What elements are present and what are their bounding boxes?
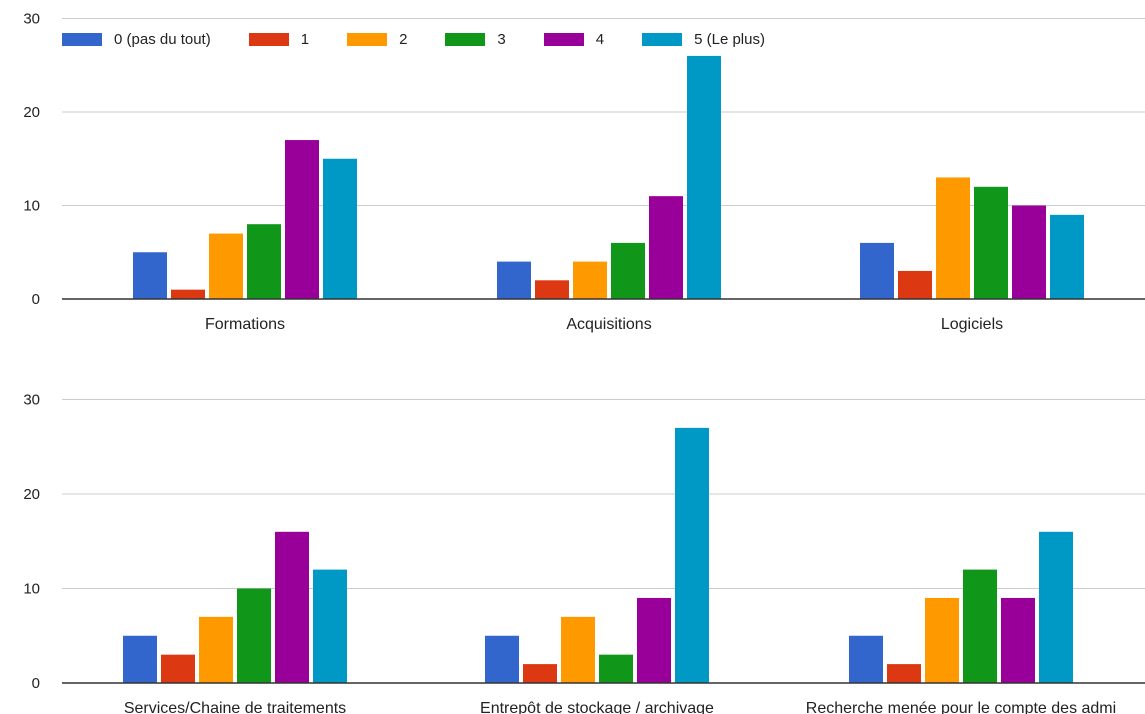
- bar: [887, 664, 921, 683]
- y-tick-label: 0: [32, 291, 40, 308]
- legend-label: 3: [497, 30, 506, 48]
- y-tick-label: 10: [23, 581, 40, 598]
- category-label: Recherche menée pour le compte des admi: [806, 700, 1116, 714]
- legend-item: 1: [248, 30, 310, 48]
- bar: [535, 280, 569, 299]
- legend-item: 5 (Le plus): [642, 31, 765, 48]
- bar: [523, 664, 557, 683]
- bar: [974, 186, 1008, 299]
- legend-swatch: [642, 32, 683, 46]
- legend-label: 2: [399, 30, 408, 48]
- bar: [573, 261, 607, 299]
- bar: [1001, 597, 1035, 683]
- legend-label: 0 (pas du tout): [114, 30, 211, 48]
- bar: [323, 158, 357, 299]
- y-tick-label: 30: [23, 11, 40, 28]
- legend-swatch: [445, 32, 486, 46]
- legend-swatch: [248, 32, 289, 46]
- bar: [637, 597, 671, 683]
- bar: [133, 252, 167, 299]
- bar: [199, 616, 233, 683]
- bar: [898, 270, 932, 299]
- bar: [1039, 531, 1073, 683]
- legend-item: 3: [445, 30, 506, 48]
- legend-item: 4: [543, 30, 605, 48]
- legend-label: 4: [595, 30, 605, 48]
- bar: [1012, 205, 1046, 299]
- bar: [497, 261, 531, 299]
- bar: [687, 55, 721, 300]
- legend-swatch: [62, 32, 102, 46]
- y-tick-label: 0: [32, 675, 40, 692]
- y-tick-label: 10: [23, 198, 40, 215]
- category-label: Formations: [205, 316, 285, 333]
- bar: [237, 588, 271, 683]
- bar: [925, 597, 959, 683]
- legend-item: 0 (pas du tout): [62, 31, 211, 48]
- bar: [599, 654, 633, 683]
- legend-label: 5 (Le plus): [694, 30, 765, 48]
- bar: [285, 140, 319, 299]
- bar: [275, 531, 309, 683]
- bar: [485, 635, 519, 683]
- category-label: Services/Chaine de traitements: [124, 700, 346, 714]
- bar: [171, 289, 205, 299]
- legend-item: 2: [347, 31, 407, 48]
- y-tick-label: 30: [23, 392, 40, 409]
- bar: [161, 654, 195, 683]
- bar: [123, 635, 157, 683]
- legend-swatch: [347, 32, 388, 46]
- bar: [963, 569, 997, 683]
- category-label: Entrepôt de stockage / archivage: [480, 700, 714, 714]
- bar: [209, 233, 243, 299]
- legend-label: 1: [300, 30, 310, 48]
- bar: [675, 427, 709, 683]
- bar: [1050, 214, 1084, 299]
- bar: [611, 242, 645, 299]
- chart-legend: 0 (pas du tout) 1 2 3 4 5 (Le plus): [62, 29, 803, 49]
- bar: [849, 635, 883, 683]
- bar: [247, 224, 281, 299]
- legend-swatch: [543, 32, 584, 46]
- bar: [860, 242, 894, 299]
- category-label: Acquisitions: [566, 316, 651, 333]
- bar: [313, 569, 347, 683]
- bar: [561, 616, 595, 683]
- category-label: Logiciels: [941, 316, 1003, 333]
- bar: [936, 177, 970, 299]
- y-tick-label: 20: [23, 486, 40, 503]
- y-tick-label: 20: [23, 104, 40, 121]
- bar: [649, 196, 683, 299]
